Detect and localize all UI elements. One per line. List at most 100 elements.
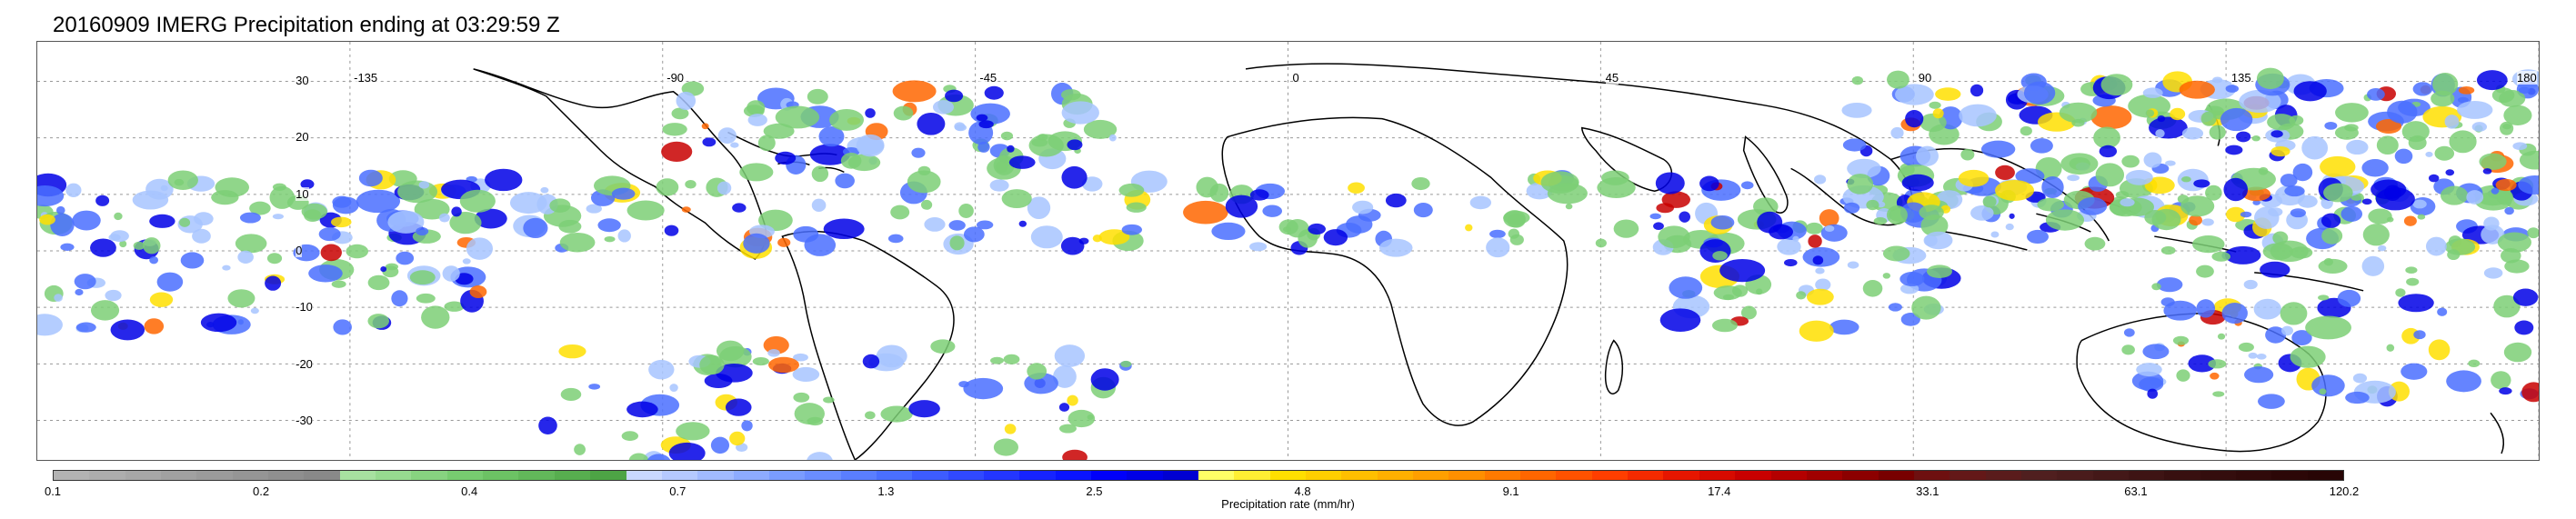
latitude-label: 30 <box>296 74 308 87</box>
colorbar-cell <box>1771 471 1807 480</box>
precip-blob <box>2144 210 2166 225</box>
precip-blob <box>2503 105 2531 125</box>
precip-blob <box>2240 212 2251 218</box>
colorbar-tick-label: 9.1 <box>1503 484 1519 498</box>
precip-blob <box>2324 258 2333 266</box>
colorbar-cell <box>196 471 232 480</box>
precip-blob <box>2504 259 2529 273</box>
longitude-label: 180 <box>2517 71 2537 85</box>
precip-blob <box>848 155 881 172</box>
precip-blob <box>893 80 937 102</box>
colorbar-cell <box>2200 471 2236 480</box>
precip-blob <box>2096 163 2124 186</box>
precip-blob <box>2280 302 2308 324</box>
precip-blob <box>470 285 487 298</box>
precip-blob <box>2468 360 2480 367</box>
colorbar-cell <box>268 471 304 480</box>
precip-blob <box>1813 255 1824 264</box>
precip-blob <box>2346 140 2368 155</box>
precip-blob <box>1844 203 1859 214</box>
precip-blob <box>2340 206 2362 222</box>
precip-blob <box>2502 124 2511 129</box>
precip-blob <box>2437 308 2447 316</box>
precip-blob <box>657 178 679 195</box>
precip-blob <box>2445 169 2454 175</box>
precip-blob <box>251 308 259 314</box>
precip-blob <box>179 218 190 227</box>
precip-blob <box>2124 328 2135 336</box>
latitude-label: -20 <box>296 357 313 371</box>
precip-blob <box>2193 179 2210 187</box>
precip-blob <box>2147 389 2158 399</box>
precip-blob <box>1656 203 1674 213</box>
precip-blob <box>2165 161 2176 166</box>
precip-blob <box>1841 103 1871 118</box>
precip-blob <box>549 198 570 213</box>
precip-blob <box>2483 216 2499 230</box>
precip-blob <box>699 355 724 375</box>
precip-blob <box>948 220 965 231</box>
precip-blob <box>2182 127 2203 140</box>
precip-blob <box>627 201 665 221</box>
precip-blob <box>1916 146 1939 166</box>
precipitation-map: -135 -90 -45 0 45 90 135 180 30 20 10 0 -10 -20 -30 <box>36 41 2540 461</box>
precip-blob <box>964 226 985 242</box>
precip-blob <box>933 100 954 115</box>
precip-blob <box>2142 344 2169 359</box>
precip-blob <box>2258 394 2285 409</box>
precip-blob <box>1929 102 1940 109</box>
precip-blob <box>1650 214 1661 220</box>
precip-blob <box>2196 299 2215 317</box>
precip-blob <box>2447 249 2460 260</box>
precip-blob <box>76 323 96 333</box>
precip-blob <box>2338 290 2360 307</box>
precip-blob <box>1386 194 1407 207</box>
precip-blob <box>955 125 967 132</box>
precip-blob <box>1465 225 1472 232</box>
colorbar-cell <box>1056 471 1091 480</box>
precip-blob <box>2527 227 2539 238</box>
precip-blob <box>1924 232 1952 250</box>
precip-blob <box>2387 344 2395 352</box>
precip-blob <box>240 213 261 224</box>
precip-blob <box>108 234 120 241</box>
precip-blob <box>2413 200 2427 209</box>
precip-blob <box>753 357 769 365</box>
precip-blob <box>1489 230 1506 238</box>
precip-blob <box>865 411 876 419</box>
precip-blob <box>1887 205 1908 225</box>
precip-blob <box>994 439 1018 456</box>
precip-blob <box>2378 245 2386 252</box>
colorbar-cell <box>2164 471 2200 480</box>
precip-blob <box>463 258 471 264</box>
precip-blob <box>1843 138 1867 151</box>
precip-blob <box>2449 130 2476 153</box>
precip-blob <box>1990 231 1999 237</box>
precip-blob <box>149 256 158 264</box>
precip-blob <box>1712 319 1738 333</box>
precip-blob <box>748 114 767 126</box>
precip-blob <box>1061 166 1087 189</box>
precip-blob <box>1308 224 1326 235</box>
precip-blob <box>2222 303 2248 324</box>
colorbar-tick-label: 0.1 <box>45 484 61 498</box>
precip-blob <box>1411 177 1429 190</box>
precip-blob <box>2024 82 2055 105</box>
precip-blob <box>1848 261 1859 268</box>
precip-blob <box>1981 141 2015 158</box>
precip-blob <box>1799 321 1834 342</box>
precip-blob <box>2100 145 2117 157</box>
precip-blob <box>2301 136 2328 160</box>
precip-blob <box>930 339 955 354</box>
precip-blob <box>2252 135 2260 141</box>
precip-blob <box>1852 76 1863 85</box>
precip-blob <box>1653 222 1664 230</box>
precip-blob <box>829 109 864 131</box>
precip-blob <box>181 252 205 268</box>
precip-blob <box>2472 122 2487 132</box>
precip-blob <box>386 264 398 271</box>
precip-blob <box>2321 227 2342 245</box>
colorbar-cell <box>1448 471 1484 480</box>
precip-blob <box>2429 175 2439 183</box>
precip-blob <box>2210 125 2226 140</box>
